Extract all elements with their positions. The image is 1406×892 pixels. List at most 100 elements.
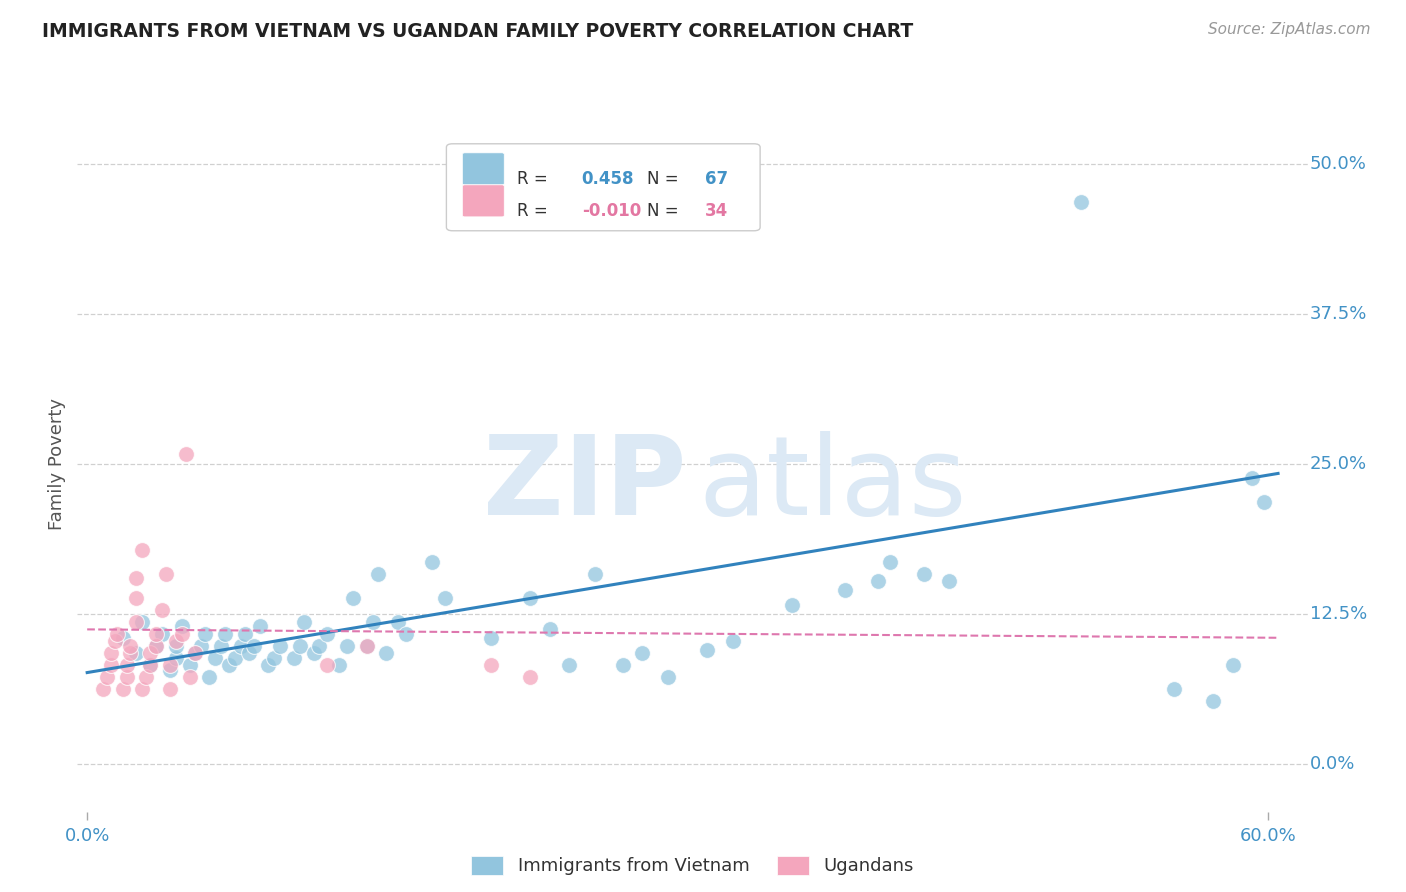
Point bbox=[145, 639, 167, 653]
Point bbox=[100, 658, 122, 673]
Point bbox=[721, 634, 744, 648]
Point bbox=[135, 670, 157, 684]
Point bbox=[214, 627, 236, 641]
Point bbox=[145, 627, 167, 641]
Text: atlas: atlas bbox=[699, 431, 967, 538]
Point bbox=[111, 682, 134, 697]
Point bbox=[375, 646, 398, 660]
Point bbox=[657, 670, 679, 684]
Point bbox=[125, 571, 148, 585]
Point bbox=[150, 603, 173, 617]
Point bbox=[91, 682, 114, 697]
Point bbox=[209, 639, 232, 653]
Point bbox=[1253, 495, 1275, 509]
Point bbox=[111, 631, 134, 645]
Point bbox=[336, 639, 359, 653]
Point bbox=[159, 682, 181, 697]
Point bbox=[131, 682, 153, 697]
Point bbox=[218, 658, 240, 673]
Point bbox=[184, 646, 207, 660]
Point bbox=[224, 651, 246, 665]
Point bbox=[356, 639, 378, 653]
Point bbox=[139, 658, 162, 673]
Point bbox=[361, 615, 384, 630]
Point bbox=[519, 591, 541, 606]
Point bbox=[612, 658, 634, 673]
Point bbox=[292, 615, 315, 630]
Point bbox=[308, 639, 330, 653]
Text: 0.0%: 0.0% bbox=[1310, 755, 1355, 772]
Point bbox=[139, 646, 162, 660]
Point bbox=[229, 639, 252, 653]
Y-axis label: Family Poverty: Family Poverty bbox=[48, 398, 66, 530]
Point bbox=[583, 567, 606, 582]
Text: N =: N = bbox=[647, 169, 679, 187]
Point bbox=[165, 639, 187, 653]
Point bbox=[115, 670, 138, 684]
Point bbox=[105, 627, 128, 641]
Point bbox=[367, 567, 389, 582]
Point bbox=[249, 619, 271, 633]
Point bbox=[1202, 694, 1225, 708]
Point bbox=[1163, 682, 1185, 697]
Point bbox=[96, 670, 118, 684]
Point bbox=[179, 670, 201, 684]
Point bbox=[233, 627, 256, 641]
Point bbox=[131, 543, 153, 558]
Point bbox=[125, 615, 148, 630]
Point bbox=[198, 670, 221, 684]
Text: IMMIGRANTS FROM VIETNAM VS UGANDAN FAMILY POVERTY CORRELATION CHART: IMMIGRANTS FROM VIETNAM VS UGANDAN FAMIL… bbox=[42, 22, 914, 41]
Point bbox=[387, 615, 409, 630]
Point bbox=[170, 627, 193, 641]
Point bbox=[316, 658, 339, 673]
Point bbox=[938, 574, 960, 589]
Point bbox=[165, 634, 187, 648]
Point bbox=[395, 627, 418, 641]
Point bbox=[184, 646, 207, 660]
Point bbox=[316, 627, 339, 641]
Point bbox=[174, 447, 197, 461]
Point bbox=[479, 631, 502, 645]
Point bbox=[257, 658, 280, 673]
Point bbox=[190, 639, 212, 653]
Point bbox=[538, 623, 561, 637]
Point bbox=[139, 658, 162, 673]
Text: R =: R = bbox=[516, 202, 547, 219]
Point bbox=[780, 599, 803, 613]
Point bbox=[243, 639, 266, 653]
Point bbox=[100, 646, 122, 660]
Point bbox=[120, 639, 142, 653]
Point bbox=[131, 615, 153, 630]
Text: 37.5%: 37.5% bbox=[1310, 305, 1368, 323]
Point bbox=[696, 642, 718, 657]
Point bbox=[125, 646, 148, 660]
Text: 50.0%: 50.0% bbox=[1310, 155, 1367, 173]
Text: N =: N = bbox=[647, 202, 679, 219]
Point bbox=[879, 555, 901, 569]
Point bbox=[115, 658, 138, 673]
Point bbox=[356, 639, 378, 653]
Point bbox=[420, 555, 443, 569]
Text: 34: 34 bbox=[704, 202, 728, 219]
Point bbox=[912, 567, 935, 582]
Point bbox=[302, 646, 325, 660]
Point bbox=[1241, 471, 1264, 485]
Point bbox=[479, 658, 502, 673]
Point bbox=[558, 658, 581, 673]
Point bbox=[342, 591, 364, 606]
Text: Source: ZipAtlas.com: Source: ZipAtlas.com bbox=[1208, 22, 1371, 37]
Point bbox=[159, 663, 181, 677]
FancyBboxPatch shape bbox=[463, 153, 505, 185]
Text: 25.0%: 25.0% bbox=[1310, 455, 1367, 473]
Point bbox=[1222, 658, 1244, 673]
Point bbox=[120, 646, 142, 660]
Point bbox=[519, 670, 541, 684]
Point bbox=[125, 591, 148, 606]
Legend: Immigrants from Vietnam, Ugandans: Immigrants from Vietnam, Ugandans bbox=[464, 849, 921, 883]
Point bbox=[155, 567, 177, 582]
Text: -0.010: -0.010 bbox=[582, 202, 641, 219]
Point bbox=[288, 639, 311, 653]
Point bbox=[868, 574, 890, 589]
Point bbox=[204, 651, 226, 665]
Point bbox=[165, 651, 187, 665]
